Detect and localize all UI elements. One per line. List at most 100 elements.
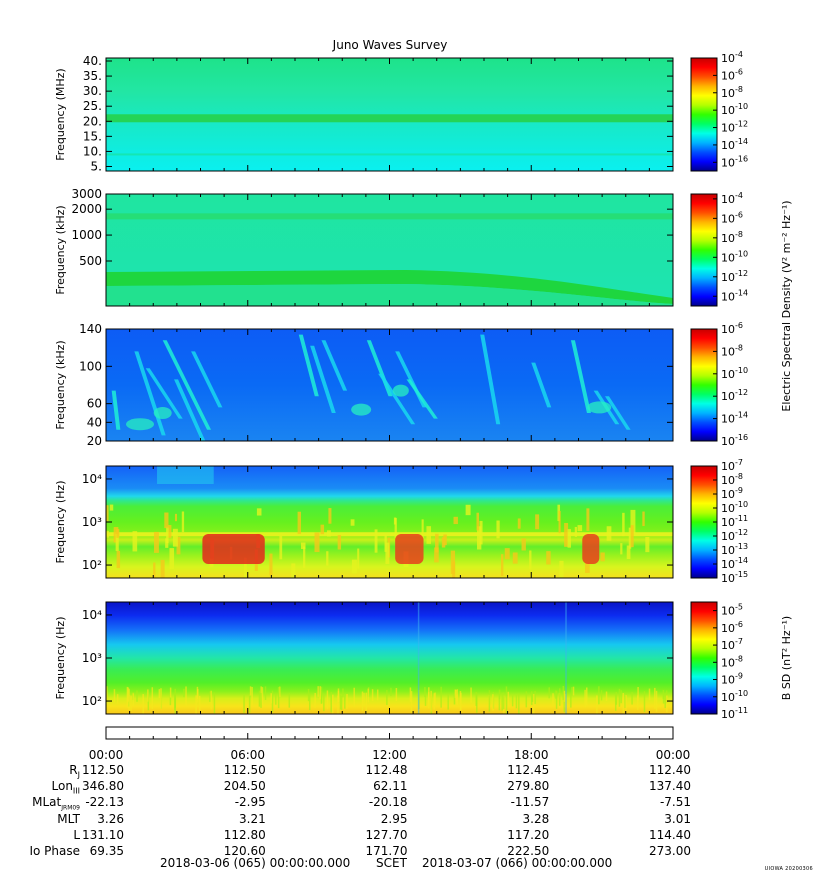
spike	[435, 533, 439, 553]
spike	[176, 536, 181, 555]
y-tick-label: 10²	[82, 694, 102, 708]
colorbar	[690, 57, 718, 172]
spike	[618, 688, 621, 707]
colorbar-tick-label: 10-8	[721, 472, 743, 487]
ephemeris-value: 112.50	[82, 763, 124, 777]
spike	[243, 695, 245, 713]
spike	[654, 687, 656, 709]
colorbar-tick-label: 10-8	[721, 343, 743, 358]
spike	[174, 513, 178, 522]
emission-patch	[351, 403, 372, 416]
colorbar-tick-label: 10-14	[721, 411, 748, 426]
spike	[160, 559, 165, 578]
ephemeris-value: 120.60	[223, 844, 266, 858]
spike	[529, 550, 532, 570]
y-tick-label: 140	[79, 322, 102, 336]
spike	[501, 692, 503, 711]
spike	[450, 550, 456, 574]
spike	[130, 695, 132, 711]
spike	[172, 528, 178, 547]
colorbar-tick-label: 10-11	[721, 706, 748, 721]
ephemeris-value: 117.20	[507, 827, 550, 842]
colorbar-tick-label: 10-16	[721, 154, 748, 169]
spike	[106, 505, 109, 522]
colorbar	[690, 193, 718, 307]
colorbar-label: B SD (nT² Hz⁻¹)	[780, 616, 793, 700]
spike	[655, 690, 658, 712]
spike	[113, 689, 116, 703]
colorbar-tick-label: 10-10	[721, 249, 748, 264]
spike	[308, 693, 311, 711]
emission-streak	[406, 379, 438, 419]
spike	[126, 686, 129, 708]
spike	[567, 529, 571, 548]
low-frequency-emission	[106, 270, 673, 304]
emission-patch	[587, 401, 612, 414]
intense-burst	[582, 534, 600, 564]
emission-streak	[162, 340, 212, 430]
spike	[515, 695, 518, 709]
spike	[443, 534, 447, 546]
y-tick-label: 40.	[83, 54, 102, 68]
y-tick-label: 10²	[82, 558, 102, 572]
y-axis-label: Frequency (Hz)	[54, 481, 67, 564]
spike	[424, 687, 426, 697]
spike	[558, 510, 561, 534]
spectrogram-panel-lfr-high: 20 40 60 100 140 Frequency (kHz) 10-6 10-8 10-10…	[54, 200, 793, 448]
y-tick-label: 100	[79, 359, 102, 373]
spike	[339, 695, 342, 710]
interference-line	[565, 602, 567, 714]
spike	[213, 692, 216, 714]
emission-streak	[191, 351, 223, 408]
spike	[584, 689, 586, 708]
spike	[147, 689, 149, 702]
spike	[344, 695, 346, 709]
heatmap	[106, 194, 673, 306]
spike	[662, 689, 665, 699]
ephemeris-value: 137.40	[649, 779, 691, 794]
colorbar-tick-label: 10-4	[721, 50, 743, 65]
emission-streak	[570, 340, 591, 413]
colorbar-tick-label: 10-6	[721, 321, 743, 336]
spike	[300, 542, 306, 550]
spike	[169, 693, 172, 706]
footer-end-time: 2018-03-07 (066) 00:00:00.000	[422, 856, 613, 870]
emission-streak	[480, 334, 501, 425]
ephemeris-value: -7.51	[659, 795, 691, 810]
spike	[270, 693, 272, 704]
emission-streak	[298, 334, 319, 397]
colorbar-tick-label: 10-10	[721, 689, 748, 704]
y-tick-label: 20	[87, 434, 102, 448]
spike	[330, 691, 332, 713]
spectrogram-panel-lfr-low-b: 10² 10³ 10⁴ Frequency (Hz) 10-5 10-6 10-7 10-8 1…	[54, 601, 793, 721]
spike	[248, 695, 251, 713]
colorbar-tick-label: 10-15	[721, 570, 748, 585]
colorbar-tick-label: 10-8	[721, 230, 743, 245]
spike	[174, 688, 176, 708]
spike	[598, 686, 600, 705]
spike	[447, 693, 449, 710]
spike	[531, 693, 534, 702]
colorbar-tick-label: 10-9	[721, 672, 743, 687]
ephemeris-value: 3.28	[522, 811, 550, 826]
spike	[664, 692, 666, 709]
spike	[453, 516, 458, 525]
y-tick-label: 15.	[83, 129, 102, 143]
ephemeris-label: MLatJRM09	[32, 795, 80, 812]
time-tick-label: 00:00	[655, 748, 691, 762]
colorbar-tick-label: 10-5	[721, 603, 743, 618]
spike	[271, 690, 274, 713]
ephemeris-value: 3.21	[239, 811, 266, 826]
spike	[409, 687, 412, 702]
spike	[628, 527, 632, 549]
spike	[307, 688, 310, 702]
spike	[303, 546, 306, 568]
spike	[167, 525, 172, 538]
spike	[456, 694, 458, 704]
spike	[106, 530, 109, 538]
spike	[426, 526, 432, 544]
spike	[574, 526, 577, 537]
band-9mhz	[106, 153, 673, 156]
spike	[376, 689, 379, 701]
time-tick-label: 06:00	[230, 748, 266, 762]
